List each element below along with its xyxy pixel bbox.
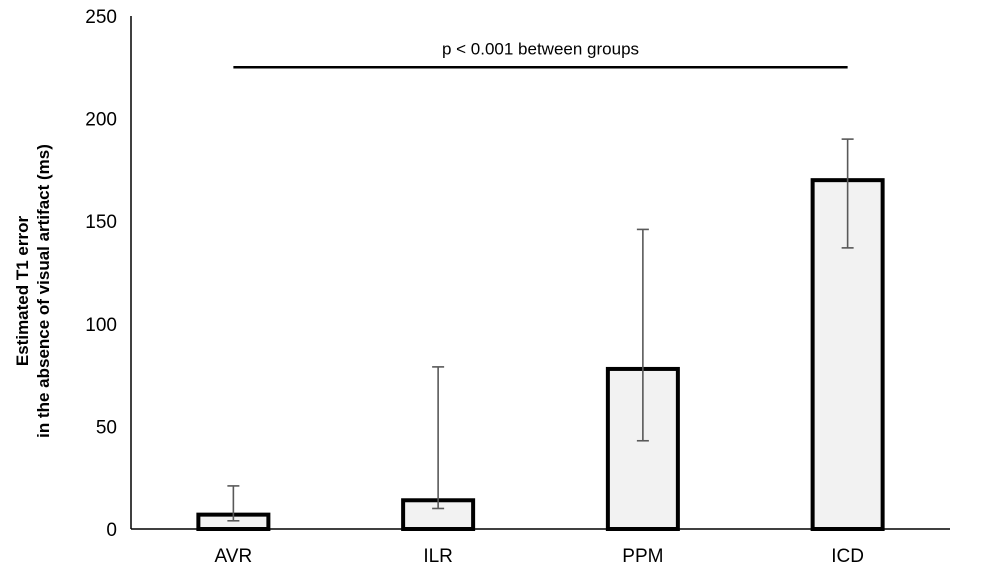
y-axis-ticks: 0 50 100 150 200 250 (85, 7, 117, 541)
y-axis-title: Estimated T1 error in the absence of vis… (13, 144, 53, 438)
x-axis-ticks: AVR ILR PPM ICD (215, 546, 864, 567)
y-tick-label: 50 (96, 417, 117, 438)
error-bar-icd (841, 138, 854, 249)
x-tick-label-icd: ICD (831, 546, 864, 567)
x-tick-label-avr: AVR (215, 546, 253, 567)
y-tick-label: 150 (85, 212, 117, 233)
bars (196, 178, 885, 532)
y-axis-title-line-2: in the absence of visual artifact (ms) (34, 144, 53, 438)
x-tick-label-ilr: ILR (423, 546, 453, 567)
y-axis-title-line-1: Estimated T1 error (13, 216, 32, 367)
y-tick-label: 250 (85, 7, 117, 28)
error-bars (227, 138, 854, 522)
y-tick-label: 0 (106, 520, 117, 541)
x-tick-label-ppm: PPM (622, 546, 663, 567)
significance-annotation: p < 0.001 between groups (442, 39, 639, 58)
y-tick-label: 200 (85, 110, 117, 131)
y-tick-label: 100 (85, 315, 117, 336)
error-bar-ilr (432, 366, 445, 510)
error-bar-ppm (636, 228, 649, 442)
error-bar-avr (227, 485, 240, 522)
